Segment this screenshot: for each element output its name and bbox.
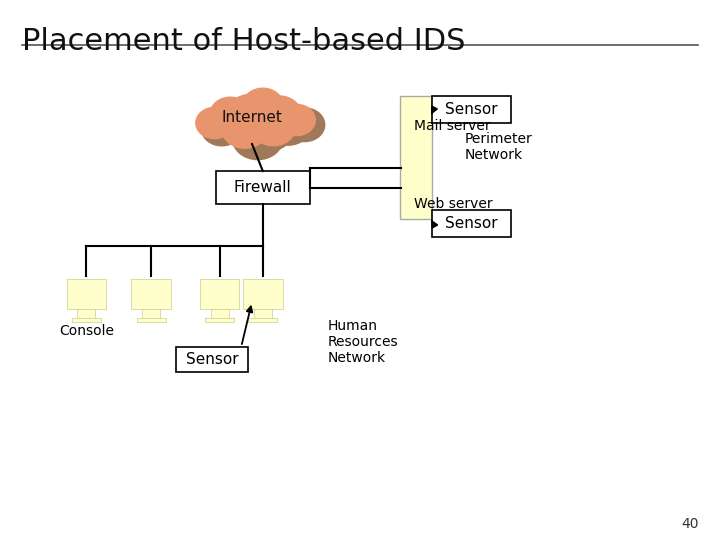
FancyBboxPatch shape [216,171,310,204]
FancyBboxPatch shape [205,318,234,322]
Circle shape [252,110,295,146]
Text: Web server: Web server [414,197,492,211]
Circle shape [265,107,311,145]
FancyBboxPatch shape [400,96,432,219]
Circle shape [225,94,279,140]
Circle shape [258,96,301,132]
Circle shape [233,118,283,160]
Text: Placement of Host-based IDS: Placement of Host-based IDS [22,27,465,56]
FancyBboxPatch shape [132,279,171,309]
Circle shape [196,107,233,139]
Text: Human
Resources
Network: Human Resources Network [328,319,398,365]
Circle shape [284,108,325,141]
Text: Sensor: Sensor [445,102,498,117]
FancyBboxPatch shape [432,210,511,237]
FancyBboxPatch shape [78,309,95,319]
Circle shape [202,112,242,146]
FancyBboxPatch shape [176,347,248,372]
Circle shape [278,104,315,136]
FancyBboxPatch shape [143,309,161,319]
FancyBboxPatch shape [199,279,239,309]
FancyBboxPatch shape [72,318,101,322]
FancyBboxPatch shape [66,279,107,309]
Circle shape [220,108,264,144]
Text: Sensor: Sensor [445,216,498,231]
FancyBboxPatch shape [243,279,282,309]
FancyBboxPatch shape [210,309,229,319]
Circle shape [243,88,283,122]
Text: Firewall: Firewall [234,180,292,195]
FancyBboxPatch shape [432,96,511,123]
Circle shape [239,106,294,152]
Circle shape [210,97,251,131]
FancyBboxPatch shape [137,318,166,322]
Text: Sensor: Sensor [186,352,239,367]
Text: 40: 40 [681,517,698,531]
Text: Mail server: Mail server [414,119,490,133]
Text: Console: Console [59,324,114,338]
Circle shape [222,110,268,148]
Text: Perimeter
Network: Perimeter Network [464,132,532,162]
FancyBboxPatch shape [253,309,272,319]
FancyBboxPatch shape [248,318,277,322]
Text: Internet: Internet [222,110,282,125]
